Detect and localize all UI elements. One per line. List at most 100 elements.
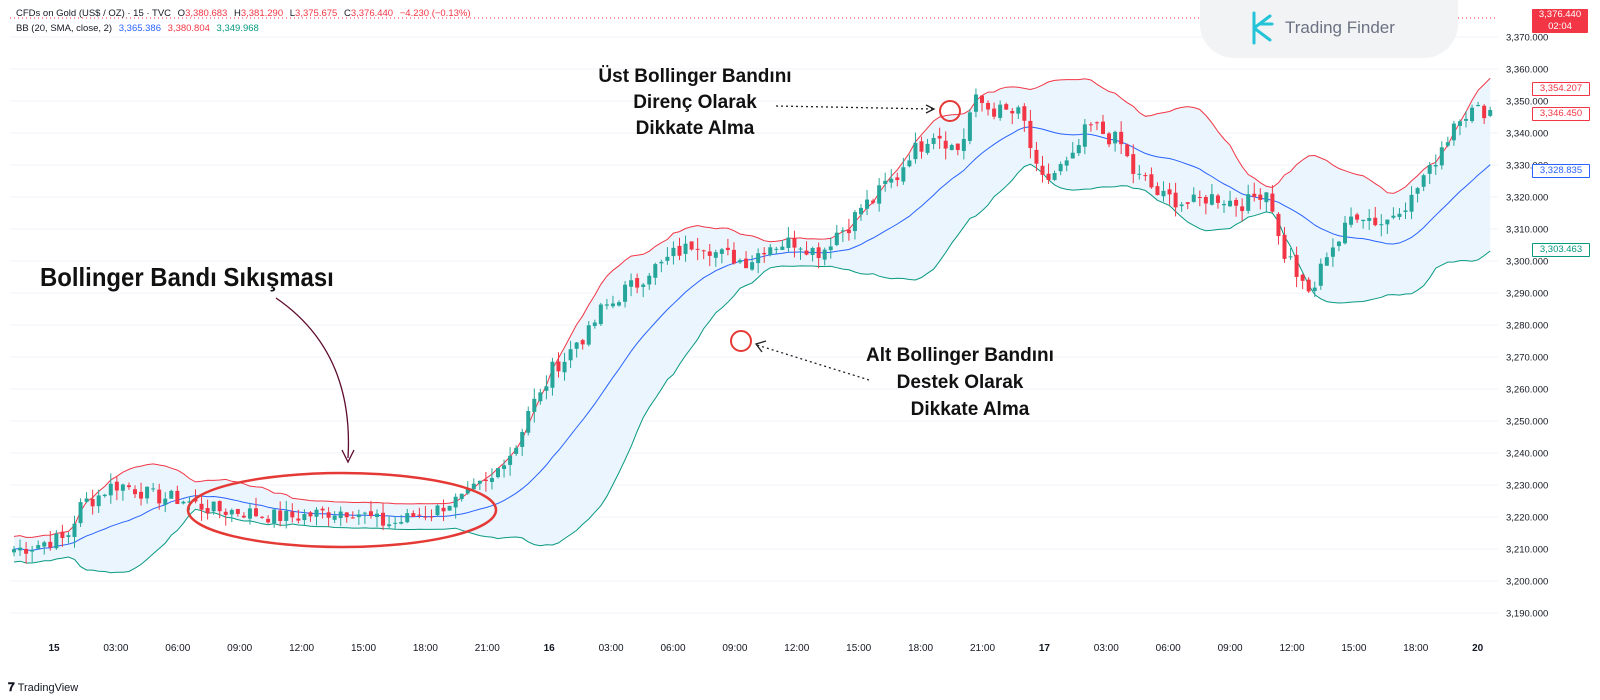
candle [356,509,361,525]
candle [381,503,386,531]
candle [1215,193,1220,209]
candle [671,241,676,265]
candle [1064,156,1069,172]
candle [689,241,694,251]
candle [538,388,543,405]
candle [744,251,749,269]
candle [1246,184,1251,214]
candle [151,482,156,492]
candle [1445,136,1450,148]
candle [907,154,912,168]
bb-basis-value: 3,365.386 [118,23,161,34]
candle [635,273,640,294]
candle [1300,273,1305,290]
candle [1270,185,1275,213]
candle [1379,214,1384,237]
candle [792,230,797,258]
price-tick-label: 3,270.000 [1506,353,1548,364]
candle [18,539,23,556]
upper-pointer-line [775,105,934,110]
candle [320,506,325,519]
candle [1185,202,1190,210]
candle [992,102,997,120]
price-tick-label: 3,360.000 [1506,65,1548,76]
candle [1016,105,1021,119]
candle [169,489,174,499]
candle [586,321,591,347]
candle [780,240,785,250]
candle [973,88,978,118]
upper-band-badge: 3,354.207 [1532,82,1590,96]
candle [1149,167,1154,189]
candle [157,483,162,510]
candle [986,100,991,116]
candle [1391,207,1396,220]
time-tick-label: 20 [1472,643,1484,654]
lower-touch-circle [730,330,752,352]
candle [695,237,700,261]
watermark-text: Trading Finder [1285,18,1395,37]
candle [1288,248,1293,260]
candle [1022,103,1027,132]
candle [496,467,500,479]
squeeze-ellipse [186,471,498,549]
time-axis: 15 03:00 06:00 09:00 12:00 15:00 18:00 21:00 16 0… [48,643,1483,654]
open-value: 3,380.683 [185,8,228,19]
candle [713,249,718,267]
candle [199,494,204,521]
time-tick-label: 03:00 [599,643,624,654]
candle [1421,173,1426,192]
candle [344,512,349,523]
candle [610,295,615,309]
last-price-value: 3,376.440 [1538,9,1582,20]
candle [260,515,265,519]
candle [1028,109,1033,159]
candle [1397,208,1402,220]
ohlc-legend: CFDs on Gold (US$ / OZ) · 15 · TVC O3,38… [16,8,475,19]
squeeze-annotation: Bollinger Bandı Sıkışması [40,262,334,292]
candle [998,100,1003,121]
open-label: O [177,8,186,19]
candle [175,485,180,505]
candle [762,247,767,263]
tradingview-brand[interactable]: 𝟕 TradingView [8,680,78,695]
candle [193,489,198,504]
candle [477,480,482,491]
candle [1258,188,1263,210]
candle [1203,194,1208,215]
candle [556,352,561,378]
candle [502,459,507,478]
price-tick-label: 3,330.000 [1506,161,1548,172]
candle [1343,215,1347,245]
upper-annotation-line: Direnç Olarak [633,92,757,113]
candle [272,508,277,528]
candle [1034,141,1039,172]
candle [229,508,234,523]
candle [532,388,537,423]
candle [1470,104,1475,124]
candle [1264,192,1269,213]
candle [72,515,77,548]
change-value: −4.230 (−0.13%) [399,8,471,19]
candle [1330,238,1335,267]
candle [435,504,440,517]
candle [223,508,228,526]
candle [1058,161,1063,176]
time-tick-label: 09:00 [227,643,252,654]
price-tick-label: 3,310.000 [1506,225,1548,236]
candle [1282,227,1287,263]
candle [266,515,271,524]
candles [12,88,1493,564]
time-tick-label: 15:00 [351,643,376,654]
candle [550,357,555,396]
candle [623,281,628,308]
candle [1052,170,1057,182]
candle [1240,198,1245,222]
price-tick-label: 3,190.000 [1506,609,1548,620]
price-tick-label: 3,300.000 [1506,257,1548,268]
candle [1367,209,1372,230]
candle [217,500,222,519]
price-tick-label: 3,230.000 [1506,481,1548,492]
candle [592,319,597,329]
